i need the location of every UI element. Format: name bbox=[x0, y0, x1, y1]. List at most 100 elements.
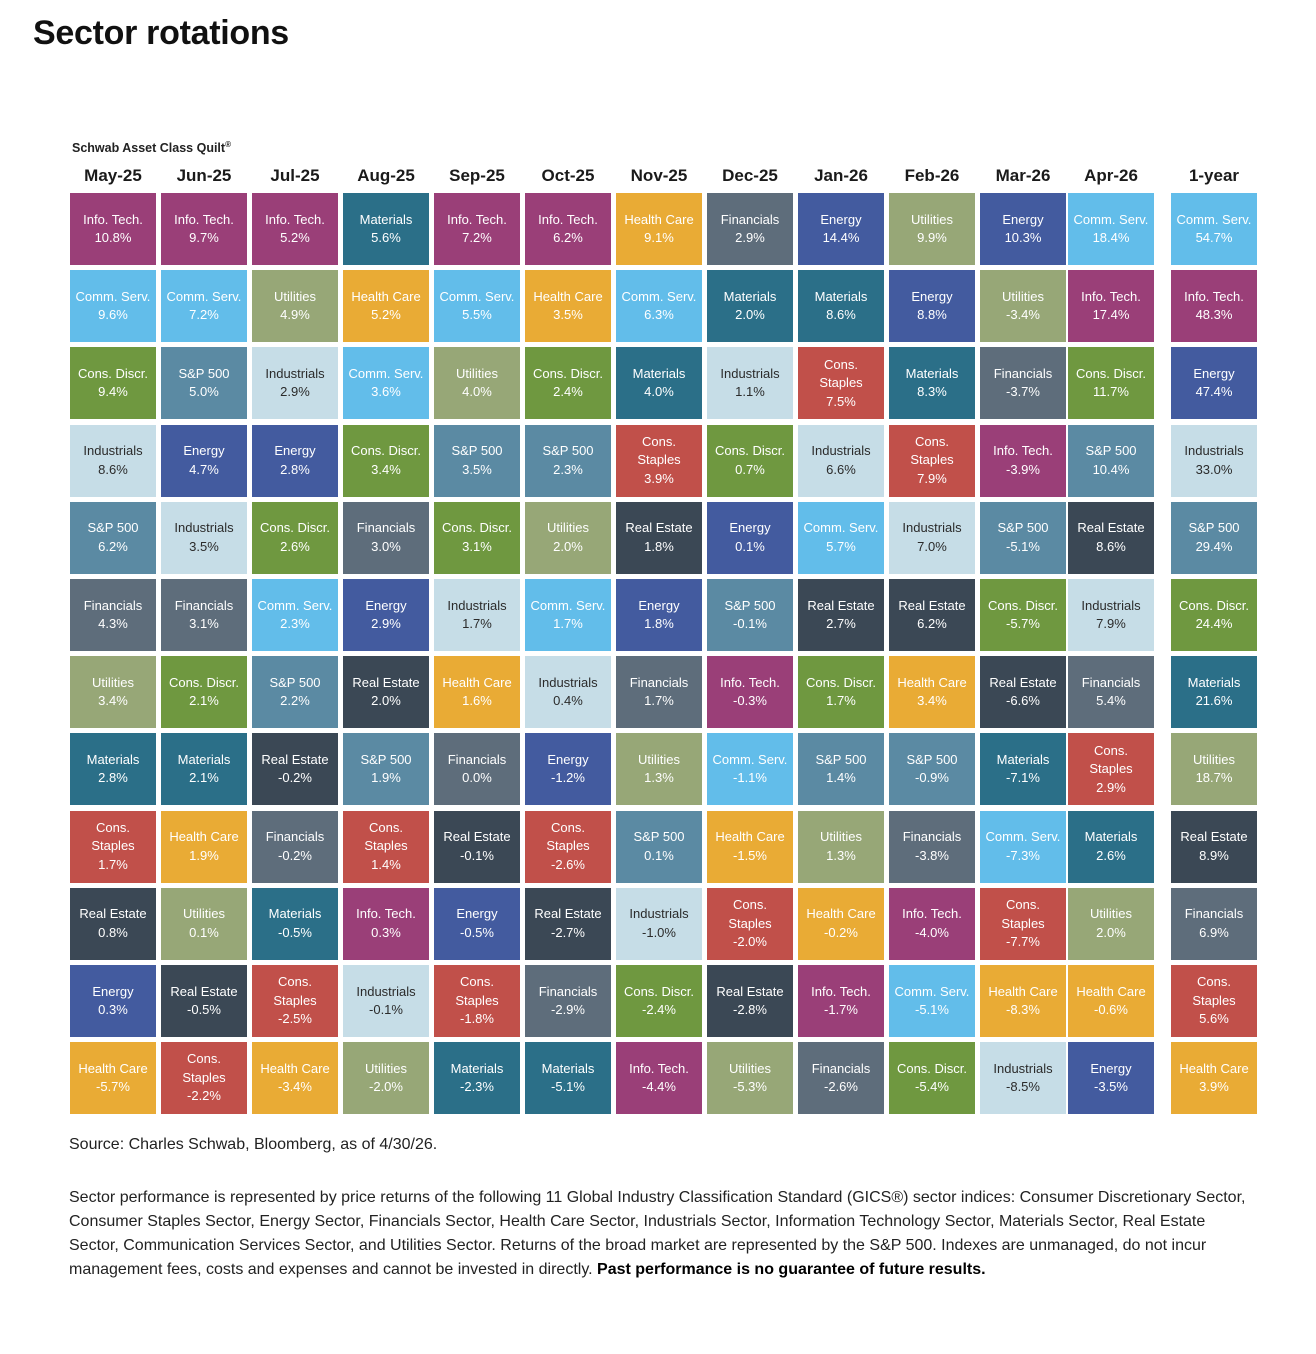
cell-sector-label: Cons. bbox=[369, 819, 403, 835]
cell-sector-label: Real Estate bbox=[79, 906, 147, 922]
cell-sector-label: Industrials bbox=[1081, 597, 1141, 613]
quilt-cell-cons-staples: Cons. Staples -1.8% bbox=[434, 965, 520, 1037]
quilt-cell-cons-discr: Cons. Discr. 2.4% bbox=[525, 347, 611, 420]
cell-sector-label: Utilities bbox=[365, 1060, 407, 1076]
cell-sector-label: Energy bbox=[638, 597, 680, 613]
quilt-cell-cons-discr: Cons. Discr. 24.4% bbox=[1171, 579, 1257, 651]
cell-value-label: 2.4% bbox=[553, 384, 583, 400]
quilt-cell-industrials: Industrials 0.4% bbox=[525, 656, 611, 729]
cell-sector-label: Cons. bbox=[1006, 897, 1040, 913]
cell-value-label: -2.9% bbox=[551, 1002, 585, 1017]
cell-value-label: -5.1% bbox=[1006, 538, 1040, 554]
cell-value-label: 1.1% bbox=[735, 384, 765, 400]
quilt-cell-sandp-500: S&P 500 3.5% bbox=[434, 424, 520, 497]
cell-value-label: 3.4% bbox=[98, 693, 128, 709]
cell-sector-label: Info. Tech. bbox=[993, 443, 1053, 459]
quilt-cell-comm-serv: Comm. Serv. 5.7% bbox=[798, 501, 884, 574]
cell-value-label: -4.4% bbox=[642, 1079, 676, 1095]
cell-value-label: 1.7% bbox=[826, 693, 856, 709]
cell-sector-label: Industrials bbox=[447, 597, 507, 613]
cell-value-label: 54.7% bbox=[1195, 230, 1233, 245]
quilt-cell-real-estate: Real Estate 2.7% bbox=[798, 579, 884, 651]
quilt-cell-cons-discr: Cons. Discr. -2.4% bbox=[616, 965, 702, 1037]
cell-sector-label: Materials bbox=[632, 365, 686, 381]
cell-sector-label: Comm. Serv. bbox=[257, 597, 333, 613]
cell-value-label: 1.7% bbox=[553, 616, 583, 631]
quilt-cell-energy: Energy 47.4% bbox=[1171, 347, 1257, 420]
quilt-cell-cons-staples: Cons. Staples 1.7% bbox=[70, 810, 156, 883]
cell-sector-label: Health Care bbox=[442, 674, 512, 690]
cell-value-label: 5.6% bbox=[371, 230, 401, 245]
cell-sector-label: Materials bbox=[723, 288, 777, 304]
cell-sector-label: Materials bbox=[359, 211, 413, 227]
cell-value-label: 0.4% bbox=[553, 693, 583, 709]
cell-sector-label: S&P 500 bbox=[997, 520, 1049, 536]
cell-sector-label: Energy bbox=[456, 906, 498, 922]
cell-sector-label: Utilities bbox=[1193, 751, 1235, 767]
cell-value-label: 4.9% bbox=[280, 307, 310, 323]
quilt-cell-utilities: Utilities 2.0% bbox=[1068, 887, 1154, 960]
quilt-cell-real-estate: Real Estate -0.1% bbox=[434, 810, 520, 883]
cell-value-label: 33.0% bbox=[1195, 461, 1233, 477]
quilt-cell-health-care: Health Care -0.2% bbox=[798, 887, 884, 960]
quilt-cell-cons-staples: Cons. Staples -2.0% bbox=[707, 887, 793, 960]
cell-value-label: 2.0% bbox=[735, 307, 765, 323]
cell-value-label: 2.0% bbox=[371, 693, 401, 709]
cell-sector-label: Staples bbox=[1001, 915, 1045, 931]
quilt-cell-real-estate: Real Estate 2.0% bbox=[343, 656, 429, 729]
cell-sector-label: Cons. Discr. bbox=[623, 983, 695, 999]
quilt-cell-sandp-500: S&P 500 -0.9% bbox=[889, 733, 975, 806]
cell-sector-label: Info. Tech. bbox=[902, 906, 962, 922]
quilt-cell-info-tech: Info. Tech. -4.0% bbox=[889, 887, 975, 960]
quilt-cell-comm-serv: Comm. Serv. 3.6% bbox=[343, 347, 429, 420]
quilt-cell-health-care: Health Care 1.9% bbox=[161, 810, 247, 883]
quilt-cell-cons-staples: Cons. Staples -2.2% bbox=[161, 1042, 247, 1115]
cell-sector-label: Energy bbox=[365, 597, 407, 613]
cell-sector-label: Energy bbox=[547, 751, 589, 767]
cell-value-label: 1.7% bbox=[644, 693, 674, 709]
cell-sector-label: Energy bbox=[729, 520, 771, 536]
cell-value-label: 5.7% bbox=[826, 538, 856, 554]
cell-value-label: 2.8% bbox=[280, 461, 310, 477]
cell-value-label: -5.3% bbox=[733, 1079, 767, 1095]
cell-sector-label: Comm. Serv. bbox=[894, 983, 970, 999]
cell-value-label: 6.3% bbox=[644, 307, 674, 323]
cell-value-label: 1.4% bbox=[371, 856, 401, 872]
cell-value-label: 0.1% bbox=[189, 924, 219, 940]
quilt-cell-health-care: Health Care -3.4% bbox=[252, 1042, 338, 1115]
cell-sector-label: Comm. Serv. bbox=[985, 829, 1061, 845]
cell-sector-label: Info. Tech. bbox=[1081, 288, 1141, 304]
page-title: Sector rotations bbox=[33, 14, 289, 52]
cell-sector-label: Cons. bbox=[96, 819, 130, 835]
cell-value-label: -3.7% bbox=[1006, 384, 1040, 400]
cell-sector-label: Cons. Discr. bbox=[805, 674, 877, 690]
quilt-cell-utilities: Utilities 18.7% bbox=[1171, 733, 1257, 806]
column-header-oct-25: Oct-25 bbox=[541, 166, 595, 185]
cell-value-label: 3.9% bbox=[644, 470, 674, 486]
cell-sector-label: Cons. Discr. bbox=[350, 443, 422, 459]
cell-sector-label: Staples bbox=[1089, 761, 1133, 777]
quilt-cell-real-estate: Real Estate -2.8% bbox=[707, 965, 793, 1037]
cell-value-label: -3.5% bbox=[1094, 1079, 1128, 1095]
cell-value-label: -0.5% bbox=[187, 1002, 221, 1017]
quilt-cell-materials: Materials 8.6% bbox=[798, 270, 884, 343]
cell-value-label: 6.6% bbox=[826, 461, 856, 477]
cell-value-label: -7.1% bbox=[1006, 770, 1040, 786]
quilt-cell-financials: Financials 6.9% bbox=[1171, 887, 1257, 960]
quilt-cell-real-estate: Real Estate 6.2% bbox=[889, 579, 975, 651]
quilt-cell-industrials: Industrials 8.6% bbox=[70, 424, 156, 497]
quilt-cell-industrials: Industrials 33.0% bbox=[1171, 424, 1257, 497]
cell-sector-label: S&P 500 bbox=[360, 751, 412, 767]
quilt-cell-health-care: Health Care 3.5% bbox=[525, 270, 611, 343]
cell-sector-label: Cons. bbox=[915, 433, 949, 449]
quilt-cell-energy: Energy 2.9% bbox=[343, 579, 429, 651]
cell-value-label: 1.7% bbox=[98, 856, 128, 872]
cell-sector-label: Info. Tech. bbox=[265, 211, 325, 227]
cell-sector-label: Industrials bbox=[811, 443, 871, 459]
quilt-cell-financials: Financials -0.2% bbox=[252, 810, 338, 883]
column-header-nov-25: Nov-25 bbox=[630, 166, 688, 185]
cell-value-label: -3.9% bbox=[1006, 461, 1040, 477]
quilt-cell-health-care: Health Care -1.5% bbox=[707, 810, 793, 883]
cell-value-label: 5.0% bbox=[189, 384, 219, 400]
cell-value-label: -0.1% bbox=[369, 1002, 403, 1017]
